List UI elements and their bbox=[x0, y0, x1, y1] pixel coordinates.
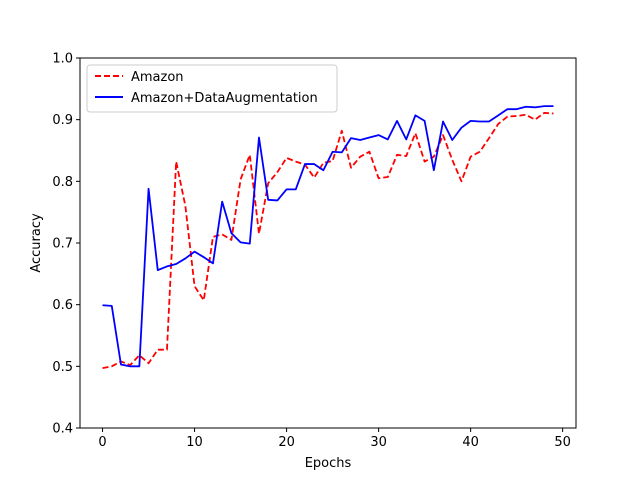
x-axis: 0 10 20 30 40 50 bbox=[98, 428, 571, 450]
x-tick-label: 50 bbox=[554, 435, 571, 450]
legend: Amazon Amazon+DataAugmentation bbox=[86, 64, 338, 113]
y-axis: 0.4 0.5 0.6 0.7 0.8 0.9 1.0 bbox=[52, 52, 80, 437]
x-tick-label: 10 bbox=[186, 435, 203, 450]
x-tick-label: 30 bbox=[370, 435, 387, 450]
y-tick-label: 0.7 bbox=[52, 237, 73, 252]
legend-box bbox=[86, 64, 338, 113]
y-axis-label: Accuracy bbox=[29, 213, 44, 273]
series-line-amazon-augmentation bbox=[102, 105, 554, 368]
y-tick-label: 0.5 bbox=[52, 360, 73, 375]
y-tick-label: 0.6 bbox=[52, 298, 73, 313]
y-tick-label: 0.4 bbox=[52, 422, 73, 437]
x-tick-label: 40 bbox=[462, 435, 479, 450]
y-tick-label: 1.0 bbox=[52, 52, 73, 67]
legend-label-amazon-augmentation: Amazon+DataAugmentation bbox=[131, 91, 318, 106]
series-layer bbox=[102, 105, 554, 370]
x-axis-label: Epochs bbox=[305, 456, 352, 471]
x-tick-label: 0 bbox=[98, 435, 106, 450]
x-tick-label: 20 bbox=[278, 435, 295, 450]
y-tick-label: 0.8 bbox=[52, 175, 73, 190]
y-tick-label: 0.9 bbox=[52, 113, 73, 128]
legend-label-amazon: Amazon bbox=[131, 70, 184, 85]
